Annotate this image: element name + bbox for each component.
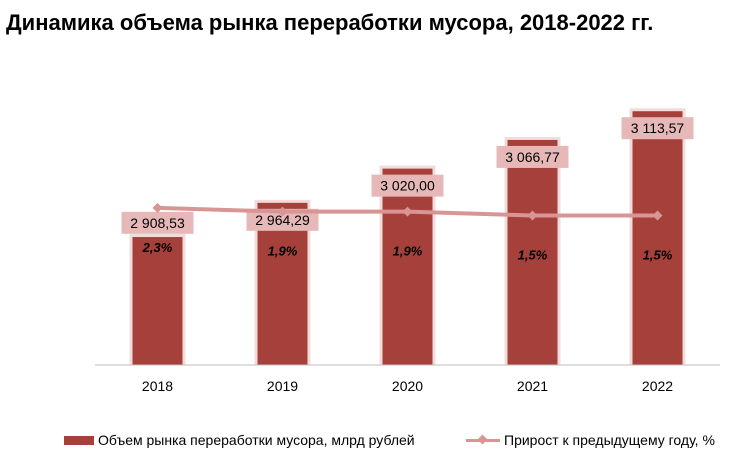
growth-label: 1,9% [393, 244, 423, 259]
bar-2020 [382, 168, 433, 365]
bar-value-label: 3 113,57 [631, 120, 685, 136]
bar-value-label: 3 066,77 [505, 149, 560, 165]
chart-title: Динамика объема рынка переработки мусора… [6, 10, 654, 35]
legend-swatch-bar [64, 435, 94, 445]
legend: Объем рынка переработки мусора, млрд руб… [0, 432, 748, 456]
bar-value-label: 2 964,29 [255, 212, 310, 228]
legend-item-volume: Объем рынка переработки мусора, млрд руб… [64, 432, 415, 448]
bar-label-box [121, 211, 194, 234]
growth-marker [152, 202, 163, 213]
x-tick-label: 2021 [517, 378, 548, 394]
bar-2022 [632, 111, 683, 365]
bar-label-box [371, 174, 444, 197]
bar-series: 2 908,53 2 964,29 3 020,00 3 066,77 3 113,57 [121, 108, 694, 365]
bar-value-label: 3 020,00 [380, 178, 435, 194]
bar-value-label: 2 908,53 [130, 215, 185, 231]
legend-label-volume: Объем рынка переработки мусора, млрд руб… [98, 432, 415, 448]
growth-label: 1,5% [643, 248, 673, 263]
x-tick-label: 2020 [392, 378, 423, 394]
bar-label-box [496, 145, 569, 168]
line-series: 2,3% 1,9% 1,9% 1,5% 1,5% [142, 202, 673, 263]
bar-2018 [132, 237, 183, 365]
x-tick-label: 2018 [142, 378, 173, 394]
legend-label-growth: Прирост к предыдущему году, % [504, 432, 715, 448]
growth-label: 2,3% [142, 240, 173, 255]
growth-marker [652, 210, 663, 221]
x-tick-label: 2022 [642, 378, 673, 394]
legend-item-growth: Прирост к предыдущему году, % [466, 432, 715, 448]
legend-swatch-line [466, 433, 500, 447]
growth-label: 1,9% [268, 244, 298, 259]
growth-marker [402, 206, 413, 217]
growth-label: 1,5% [518, 248, 548, 263]
bar-label-box [246, 208, 319, 231]
growth-marker [277, 206, 288, 217]
x-axis: 2018 2019 2020 2021 2022 [95, 364, 720, 394]
chart-plot: 2 908,53 2 964,29 3 020,00 3 066,77 3 113,57… [95, 108, 720, 394]
growth-marker [527, 210, 538, 221]
bar-label-box [621, 117, 694, 140]
x-tick-label: 2019 [267, 378, 298, 394]
bar-2021 [507, 139, 558, 365]
